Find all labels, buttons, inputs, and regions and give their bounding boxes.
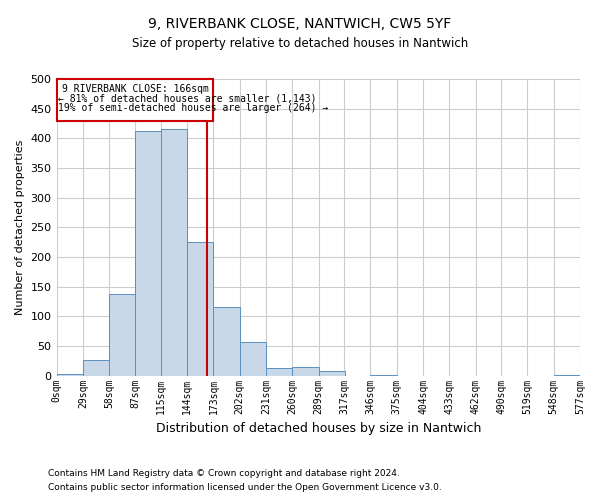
Text: Size of property relative to detached houses in Nantwich: Size of property relative to detached ho… bbox=[132, 38, 468, 51]
Text: 19% of semi-detached houses are larger (264) →: 19% of semi-detached houses are larger (… bbox=[58, 102, 329, 113]
Text: ← 81% of detached houses are smaller (1,143): ← 81% of detached houses are smaller (1,… bbox=[58, 93, 317, 103]
Bar bbox=[240, 342, 266, 376]
Bar bbox=[109, 294, 136, 376]
Bar bbox=[214, 308, 240, 376]
Bar bbox=[370, 375, 397, 376]
Bar bbox=[187, 242, 214, 376]
X-axis label: Distribution of detached houses by size in Nantwich: Distribution of detached houses by size … bbox=[155, 422, 481, 435]
Bar bbox=[266, 368, 292, 376]
Text: 9, RIVERBANK CLOSE, NANTWICH, CW5 5YF: 9, RIVERBANK CLOSE, NANTWICH, CW5 5YF bbox=[148, 18, 452, 32]
Bar bbox=[83, 360, 109, 376]
Bar bbox=[292, 368, 319, 376]
Bar bbox=[554, 375, 580, 376]
Y-axis label: Number of detached properties: Number of detached properties bbox=[15, 140, 25, 315]
Bar bbox=[56, 374, 83, 376]
Bar bbox=[136, 130, 162, 376]
Text: 9 RIVERBANK CLOSE: 166sqm: 9 RIVERBANK CLOSE: 166sqm bbox=[62, 84, 208, 94]
Text: Contains public sector information licensed under the Open Government Licence v3: Contains public sector information licen… bbox=[48, 484, 442, 492]
Bar bbox=[161, 130, 187, 376]
FancyBboxPatch shape bbox=[56, 79, 214, 120]
Text: Contains HM Land Registry data © Crown copyright and database right 2024.: Contains HM Land Registry data © Crown c… bbox=[48, 468, 400, 477]
Bar bbox=[319, 372, 345, 376]
